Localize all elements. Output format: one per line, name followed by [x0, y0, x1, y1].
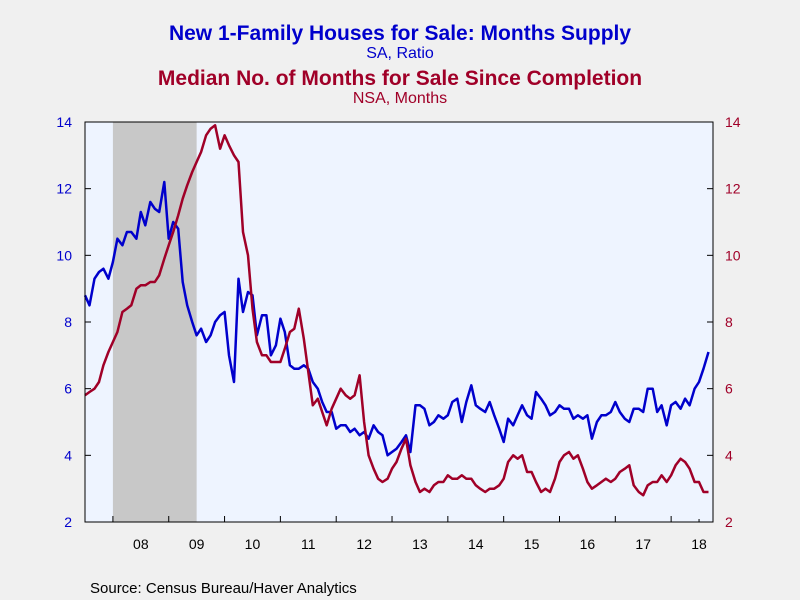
chart-title-2: Median No. of Months for Sale Since Comp… [158, 67, 642, 90]
y-left-tick-label: 12 [56, 181, 72, 197]
x-tick-label: 17 [635, 536, 651, 552]
x-tick-label: 11 [301, 536, 316, 552]
y-left-tick-label: 10 [56, 247, 72, 263]
y-right-tick-label: 6 [725, 381, 733, 397]
x-tick-label: 15 [524, 536, 540, 552]
series-group [83, 124, 710, 497]
y-left-tick-label: 14 [56, 114, 72, 130]
y-axis-left: 2 4 6 8 10 12 14 [56, 114, 91, 530]
recession-band [112, 122, 197, 522]
chart-subtitle: SA, Ratio [366, 45, 434, 62]
x-tick-label: 08 [133, 536, 149, 552]
x-tick-label: 10 [245, 536, 261, 552]
series-line-1 [83, 180, 710, 457]
chart-subtitle-2: NSA, Months [353, 90, 447, 107]
x-tick-label: 13 [412, 536, 428, 552]
y-left-tick-label: 2 [64, 514, 72, 530]
y-right-tick-label: 2 [725, 514, 733, 530]
series-line-2 [84, 124, 709, 497]
y-right-tick-label: 8 [725, 314, 733, 330]
y-right-tick-label: 10 [725, 247, 741, 263]
y-right-tick-label: 14 [725, 114, 741, 130]
x-tick-label: 16 [580, 536, 596, 552]
y-right-tick-label: 12 [725, 181, 741, 197]
y-left-tick-label: 8 [64, 314, 72, 330]
x-tick-label: 09 [189, 536, 205, 552]
chart-title: New 1-Family Houses for Sale: Months Sup… [169, 22, 631, 45]
y-left-tick-label: 4 [64, 447, 72, 463]
y-right-tick-label: 4 [725, 447, 733, 463]
x-tick-label: 18 [691, 536, 707, 552]
x-axis: 08 09 10 11 12 13 14 15 16 17 18 [112, 516, 707, 552]
x-tick-label: 12 [356, 536, 372, 552]
source-note: Source: Census Bureau/Haver Analytics [90, 580, 357, 597]
chart-titles: New 1-Family Houses for Sale: Months Sup… [158, 22, 642, 107]
x-tick-label: 14 [468, 536, 484, 552]
y-left-tick-label: 6 [64, 381, 72, 397]
y-axis-right: 2 4 6 8 10 12 14 [707, 114, 741, 530]
recession-shading [112, 122, 197, 522]
